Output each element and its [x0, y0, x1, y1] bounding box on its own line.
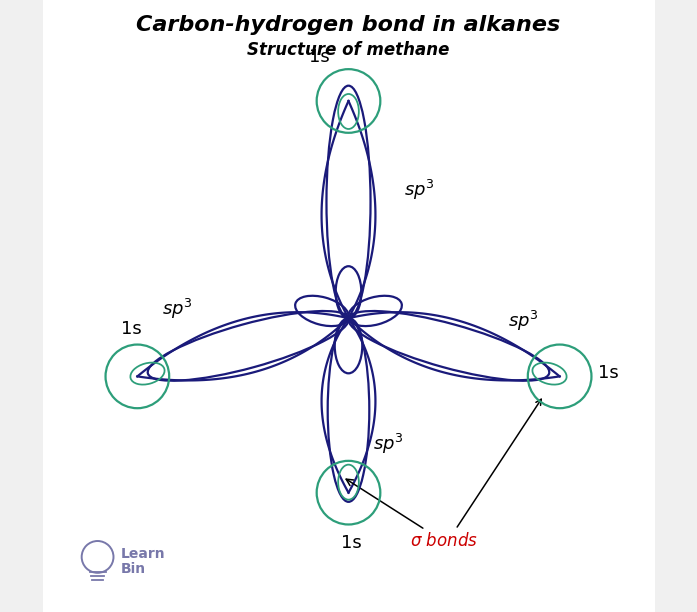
FancyBboxPatch shape	[38, 0, 659, 612]
Text: 1s: 1s	[121, 321, 141, 338]
Text: $sp^3$: $sp^3$	[162, 297, 192, 321]
Text: $sp^3$: $sp^3$	[404, 177, 434, 202]
Text: Bin: Bin	[121, 562, 146, 576]
Text: Carbon-hydrogen bond in alkanes: Carbon-hydrogen bond in alkanes	[137, 15, 560, 35]
Text: $sp^3$: $sp^3$	[373, 431, 404, 456]
Text: Structure of methane: Structure of methane	[247, 41, 450, 59]
Text: Learn: Learn	[121, 548, 165, 561]
Text: 1s: 1s	[597, 364, 618, 382]
Text: 1s: 1s	[309, 48, 330, 66]
Text: $sp^3$: $sp^3$	[507, 309, 538, 334]
Text: 1s: 1s	[342, 534, 362, 551]
Text: $\sigma$ bonds: $\sigma$ bonds	[346, 479, 477, 550]
